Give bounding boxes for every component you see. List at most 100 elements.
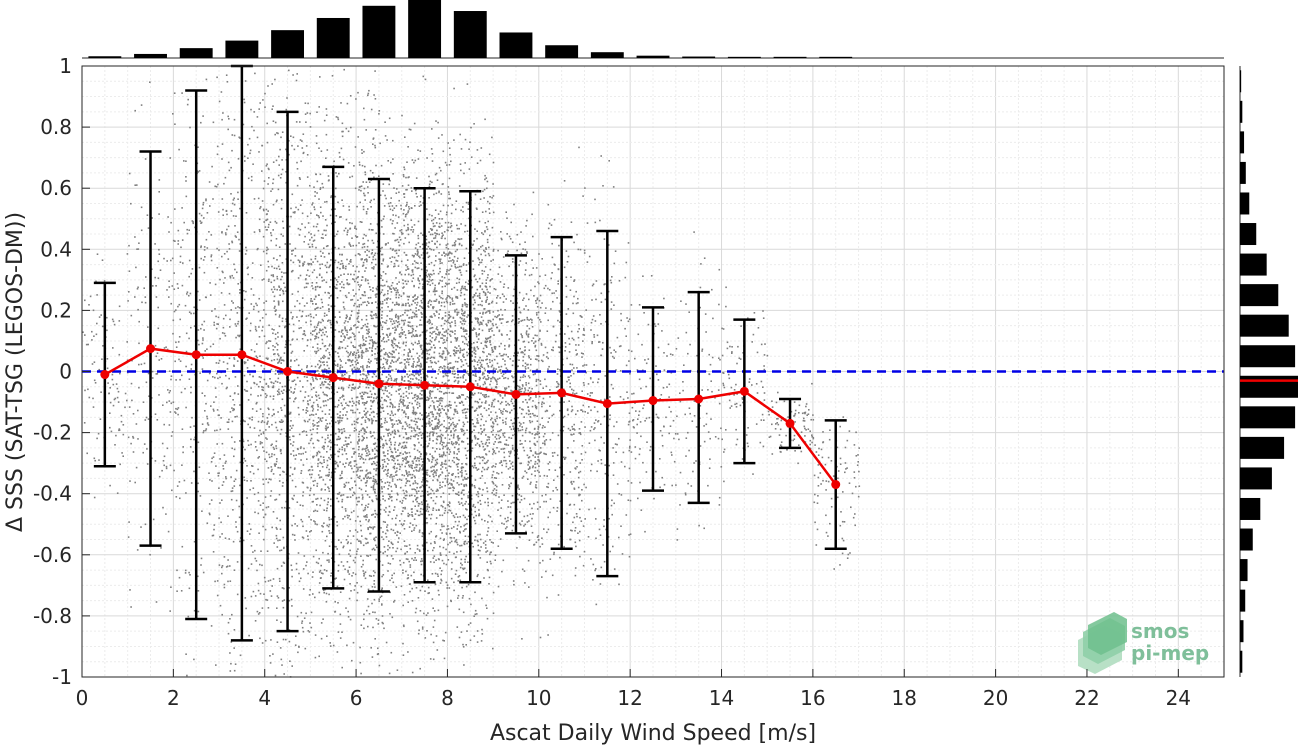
scatter-point — [441, 444, 443, 446]
scatter-point — [306, 410, 309, 412]
scatter-point — [370, 317, 373, 320]
scatter-point — [294, 523, 296, 525]
scatter-point — [175, 341, 177, 344]
scatter-point — [341, 404, 343, 407]
scatter-point — [249, 152, 251, 155]
scatter-point — [420, 311, 422, 314]
scatter-point — [358, 400, 360, 402]
scatter-point — [360, 479, 363, 482]
scatter-point — [87, 343, 89, 346]
scatter-point — [391, 574, 393, 577]
scatter-point — [377, 647, 379, 650]
scatter-point — [298, 177, 301, 179]
scatter-point — [340, 341, 343, 343]
scatter-point — [359, 392, 361, 395]
scatter-point — [109, 401, 112, 404]
scatter-point — [251, 465, 254, 467]
scatter-point — [325, 428, 328, 431]
scatter-point — [337, 570, 340, 572]
scatter-point — [385, 641, 388, 644]
scatter-point — [334, 460, 337, 463]
scatter-point — [337, 416, 339, 419]
scatter-point — [328, 471, 330, 474]
scatter-point — [223, 282, 225, 284]
scatter-point — [278, 286, 281, 288]
scatter-point — [438, 340, 440, 343]
scatter-point — [316, 214, 318, 216]
scatter-point — [428, 420, 430, 423]
scatter-point — [368, 453, 371, 455]
scatter-point — [323, 279, 325, 281]
scatter-point — [335, 461, 338, 464]
scatter-point — [276, 288, 278, 291]
scatter-point — [222, 468, 225, 470]
scatter-point — [316, 276, 318, 279]
scatter-point — [367, 476, 370, 478]
scatter-point — [202, 203, 204, 206]
scatter-point — [358, 378, 361, 381]
scatter-point — [282, 292, 285, 295]
scatter-point — [188, 275, 190, 278]
scatter-point — [247, 423, 249, 426]
scatter-point — [217, 323, 219, 325]
scatter-point — [359, 345, 362, 347]
scatter-point — [349, 329, 351, 331]
scatter-point — [348, 597, 351, 600]
scatter-point — [350, 351, 352, 353]
scatter-point — [368, 450, 370, 453]
scatter-point — [267, 407, 269, 410]
scatter-point — [295, 635, 297, 637]
scatter-point — [381, 373, 383, 376]
scatter-point — [373, 538, 375, 541]
scatter-point — [292, 441, 295, 443]
scatter-point — [413, 394, 416, 396]
scatter-point — [225, 477, 227, 480]
scatter-point — [421, 490, 423, 493]
scatter-point — [435, 300, 437, 302]
scatter-point — [367, 418, 369, 420]
scatter-point — [407, 512, 409, 515]
scatter-point — [383, 509, 386, 511]
scatter-point — [357, 326, 359, 328]
scatter-point — [375, 497, 378, 500]
scatter-point — [228, 118, 230, 120]
scatter-point — [350, 299, 352, 301]
scatter-point — [420, 324, 423, 326]
scatter-point — [158, 394, 160, 396]
scatter-point — [359, 475, 361, 477]
scatter-point — [221, 198, 224, 200]
scatter-point — [193, 609, 196, 612]
scatter-point — [413, 571, 415, 574]
scatter-point — [382, 285, 384, 287]
scatter-point — [325, 570, 328, 572]
scatter-point — [339, 591, 342, 593]
scatter-point — [365, 504, 367, 507]
scatter-point — [243, 457, 245, 460]
scatter-point — [339, 411, 342, 413]
scatter-point — [193, 658, 195, 661]
scatter-point — [277, 353, 279, 355]
scatter-point — [324, 441, 326, 444]
scatter-point — [304, 396, 306, 399]
scatter-point — [84, 334, 86, 336]
scatter-point — [354, 529, 357, 531]
scatter-point — [405, 205, 407, 207]
scatter-point — [387, 514, 390, 517]
scatter-point — [295, 206, 297, 209]
scatter-point — [393, 429, 396, 432]
scatter-point — [238, 307, 241, 309]
scatter-point — [177, 413, 179, 416]
scatter-point — [313, 269, 316, 271]
scatter-point — [357, 253, 360, 255]
scatter-point — [250, 175, 253, 178]
scatter-point — [310, 413, 313, 416]
scatter-point — [254, 326, 257, 328]
scatter-point — [388, 356, 391, 358]
scatter-point — [389, 288, 391, 290]
scatter-point — [429, 343, 431, 345]
scatter-point — [206, 379, 209, 382]
scatter-point — [306, 154, 309, 156]
scatter-point — [109, 387, 111, 389]
scatter-point — [315, 352, 317, 355]
scatter-point — [324, 201, 326, 203]
